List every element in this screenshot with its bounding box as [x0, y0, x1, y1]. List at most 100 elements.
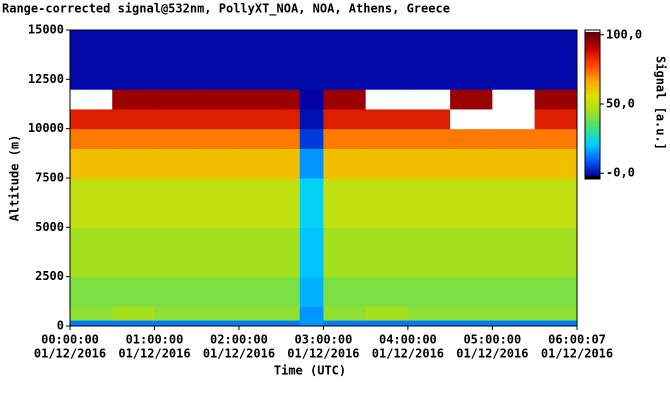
heatmap-cell	[323, 227, 367, 278]
heatmap-cell	[534, 108, 578, 130]
heatmap-cell	[70, 320, 113, 327]
heatmap-cell	[238, 89, 282, 110]
heatmap-cell	[154, 320, 198, 327]
heatmap-cell	[112, 178, 155, 228]
heatmap-cell	[365, 178, 409, 228]
heatmap-cell	[112, 108, 155, 130]
y-tick-label: 15000	[28, 23, 64, 37]
heatmap-cell	[323, 30, 367, 70]
x-tick-date: 01/12/2016	[287, 347, 359, 361]
colorbar-label: Signal [a.u.]	[654, 56, 668, 150]
heatmap-cell	[407, 178, 451, 228]
heatmap-cell	[281, 320, 301, 327]
heatmap-cell	[534, 178, 578, 228]
y-tick-label: 0	[57, 319, 64, 333]
heatmap-cell	[323, 276, 367, 307]
heatmap-cell	[534, 30, 578, 70]
heatmap-cell	[323, 148, 367, 179]
heatmap-cell	[154, 128, 198, 149]
x-tick-date: 01/12/2016	[456, 347, 528, 361]
heatmap-cell	[281, 108, 301, 130]
heatmap-cell	[323, 178, 367, 228]
heatmap-cell	[281, 227, 301, 278]
heatmap-cell	[70, 108, 113, 130]
heatmap-cell	[70, 178, 113, 228]
heatmap-cell	[450, 108, 493, 130]
heatmap-cell	[196, 30, 240, 70]
heatmap-cell	[407, 108, 451, 130]
heatmap-cell	[281, 276, 301, 307]
heatmap-cell	[492, 30, 536, 70]
heatmap-cell	[323, 320, 367, 327]
heatmap-cell	[154, 306, 198, 321]
heatmap-cell	[299, 276, 324, 307]
heatmap-cell	[70, 69, 113, 90]
heatmap-cell	[323, 128, 367, 149]
heatmap-cell	[112, 227, 155, 278]
heatmap-cell	[281, 148, 301, 179]
heatmap-cell	[407, 306, 451, 321]
heatmap-cell	[112, 69, 155, 90]
heatmap-cell	[365, 227, 409, 278]
heatmap-cell	[238, 148, 282, 179]
heatmap-cell	[407, 148, 451, 179]
heatmap-cell	[238, 320, 282, 327]
heatmap-cell	[365, 320, 409, 327]
heatmap-cell	[299, 306, 324, 321]
y-tick-label: 7500	[35, 171, 64, 185]
heatmap-cell	[407, 227, 451, 278]
heatmap-cell	[450, 30, 493, 70]
heatmap-cell	[450, 148, 493, 179]
heatmap-cell	[112, 320, 155, 327]
heatmap-cell	[492, 227, 536, 278]
heatmap-cell	[365, 89, 409, 110]
colorbar-tick-label: 50,0	[606, 97, 635, 111]
heatmap-cell	[112, 148, 155, 179]
heatmap-cell	[238, 306, 282, 321]
heatmap-cell	[407, 276, 451, 307]
heatmap-cell	[299, 227, 324, 278]
heatmap-cell	[281, 89, 301, 110]
heatmap-cell	[450, 276, 493, 307]
y-tick-label: 10000	[28, 121, 64, 135]
heatmap-cell	[196, 276, 240, 307]
heatmap-cell	[450, 69, 493, 90]
chart-title: Range-corrected signal@532nm, PollyXT_NO…	[2, 2, 450, 17]
x-tick-label: 02:00:00	[210, 333, 268, 347]
heatmap-cell	[365, 148, 409, 179]
heatmap-cell	[70, 89, 113, 110]
heatmap-cell	[365, 108, 409, 130]
heatmap-cell	[112, 128, 155, 149]
heatmap-cell	[450, 178, 493, 228]
x-tick-label: 03:00:00	[295, 333, 353, 347]
heatmap-cell	[492, 276, 536, 307]
heatmap-cell	[70, 30, 113, 70]
heatmap-cell	[534, 89, 578, 110]
heatmap-cell	[534, 276, 578, 307]
heatmap-cell	[154, 30, 198, 70]
colorbar-tick-label: 100,0	[606, 27, 642, 41]
heatmap-cell	[238, 30, 282, 70]
heatmap-cell	[112, 30, 155, 70]
heatmap-cell	[365, 128, 409, 149]
heatmap-cell	[154, 89, 198, 110]
heatmap-cell	[299, 30, 324, 70]
x-tick-label: 01:00:00	[126, 333, 184, 347]
heatmap-cell	[534, 148, 578, 179]
heatmap-cell	[196, 306, 240, 321]
heatmap-cell	[196, 128, 240, 149]
heatmap-cell	[492, 306, 536, 321]
heatmap-cell	[407, 69, 451, 90]
heatmap-cell	[238, 227, 282, 278]
heatmap-cell	[196, 89, 240, 110]
heatmap-cell	[492, 89, 536, 110]
heatmap-cell	[281, 30, 301, 70]
heatmap-cell	[281, 306, 301, 321]
heatmap-cell	[154, 148, 198, 179]
heatmap-cell	[281, 69, 301, 90]
heatmap-cell	[534, 69, 578, 90]
heatmap-cell	[365, 69, 409, 90]
heatmap-cell	[281, 128, 301, 149]
heatmap-cell	[281, 178, 301, 228]
colorbar-tick-label: -0,0	[606, 166, 635, 180]
